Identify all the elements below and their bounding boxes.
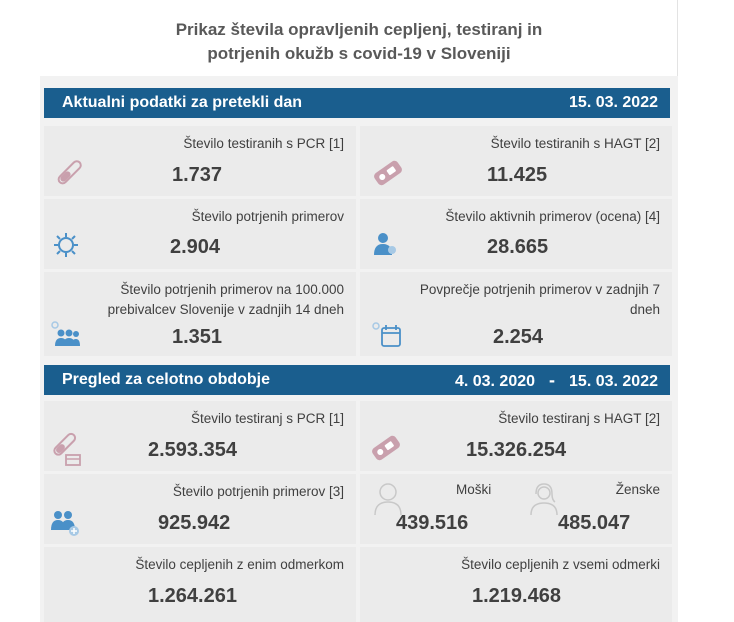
card-total-confirmed: Število potrjenih primerov [3] 925.942 [44,474,356,544]
total-period: 4. 03. 2020-15. 03. 2022 [454,369,658,390]
card-daily-hagt: Število testiranih s HAGT [2] 11.425 [360,126,672,196]
daily-date: 15. 03. 2022 [569,94,658,111]
card-label: Število potrjenih primerov [3] [172,484,344,499]
card-daily-avg7: Povprečje potrjenih primerov v zadnjih 7… [360,272,672,356]
card-label: Število cepljenih z enim odmerkom [135,557,344,572]
card-daily-pcr: Število testiranih s PCR [1] 1.737 [44,126,356,196]
card-value: 28.665 [487,236,549,258]
card-value: 1.219.468 [472,585,561,607]
person-icon [374,233,396,255]
daily-section-title: Aktualni podatki za pretekli dan [62,94,303,111]
page-title: Prikaz števila opravljenih cepljenj, tes… [175,20,543,63]
card-label: Povprečje potrjenih primerov v zadnjih 7… [419,282,660,317]
rapid-test-icon [374,160,402,186]
card-total-hagt: Število testiranj s HAGT [2] 15.326.254 [360,401,672,471]
card-value: 2.254 [493,326,544,348]
card-label: Število testiranj s HAGT [2] [498,411,660,426]
card-value: 2.904 [170,236,221,258]
card-total-vacc1: Število cepljenih z enim odmerkom 1.264.… [44,547,356,622]
card-value: 1.351 [172,326,223,348]
female-value: 485.047 [558,512,631,534]
male-icon [374,483,402,516]
card-label: Število potrjenih primerov [191,209,344,224]
calendar-virus-icon [372,322,401,347]
card-value: 2.593.354 [148,439,237,461]
card-label: Število potrjenih primerov na 100.000 pr… [107,282,344,317]
card-total-gender: Moški 439.516 Ženske 485.047 [360,474,672,544]
card-value: 925.942 [158,512,231,534]
card-total-pcr: Število testiranj s PCR [1] 2.593.354 [44,401,356,471]
male-label: Moški [456,482,492,497]
card-daily-confirmed: Število potrjenih primerov 2.904 [44,199,356,269]
group-icon [51,321,80,346]
test-tube-rack-icon [53,432,81,466]
card-value: 1.737 [172,164,223,186]
card-daily-per100k: Število potrjenih primerov na 100.000 pr… [44,272,356,356]
virus-icon [54,233,78,257]
female-icon [530,483,558,516]
card-value: 11.425 [487,164,548,186]
card-value: 1.264.261 [148,585,237,607]
card-value: 15.326.254 [466,439,567,461]
card-label: Število testiranj s PCR [1] [190,411,344,426]
card-label: Število testiranih s PCR [1] [183,136,344,151]
card-label: Število cepljenih z vsemi odmerki [461,557,660,572]
group-plus-icon [51,511,79,536]
female-label: Ženske [615,482,660,497]
card-label: Število aktivnih primerov (ocena) [4] [445,209,660,224]
male-value: 439.516 [396,512,469,534]
total-section-header: Pregled za celotno obdobje 4. 03. 2020-1… [44,365,670,395]
test-tube-icon [57,160,82,185]
card-daily-active: Število aktivnih primerov (ocena) [4] 28… [360,199,672,269]
rapid-test-icon [372,435,400,461]
daily-section-header: Aktualni podatki za pretekli dan 15. 03.… [44,88,670,118]
total-section-title: Pregled za celotno obdobje [62,371,271,388]
card-label: Število testiranih s HAGT [2] [490,136,660,151]
card-total-vaccall: Število cepljenih z vsemi odmerki 1.219.… [360,547,672,622]
